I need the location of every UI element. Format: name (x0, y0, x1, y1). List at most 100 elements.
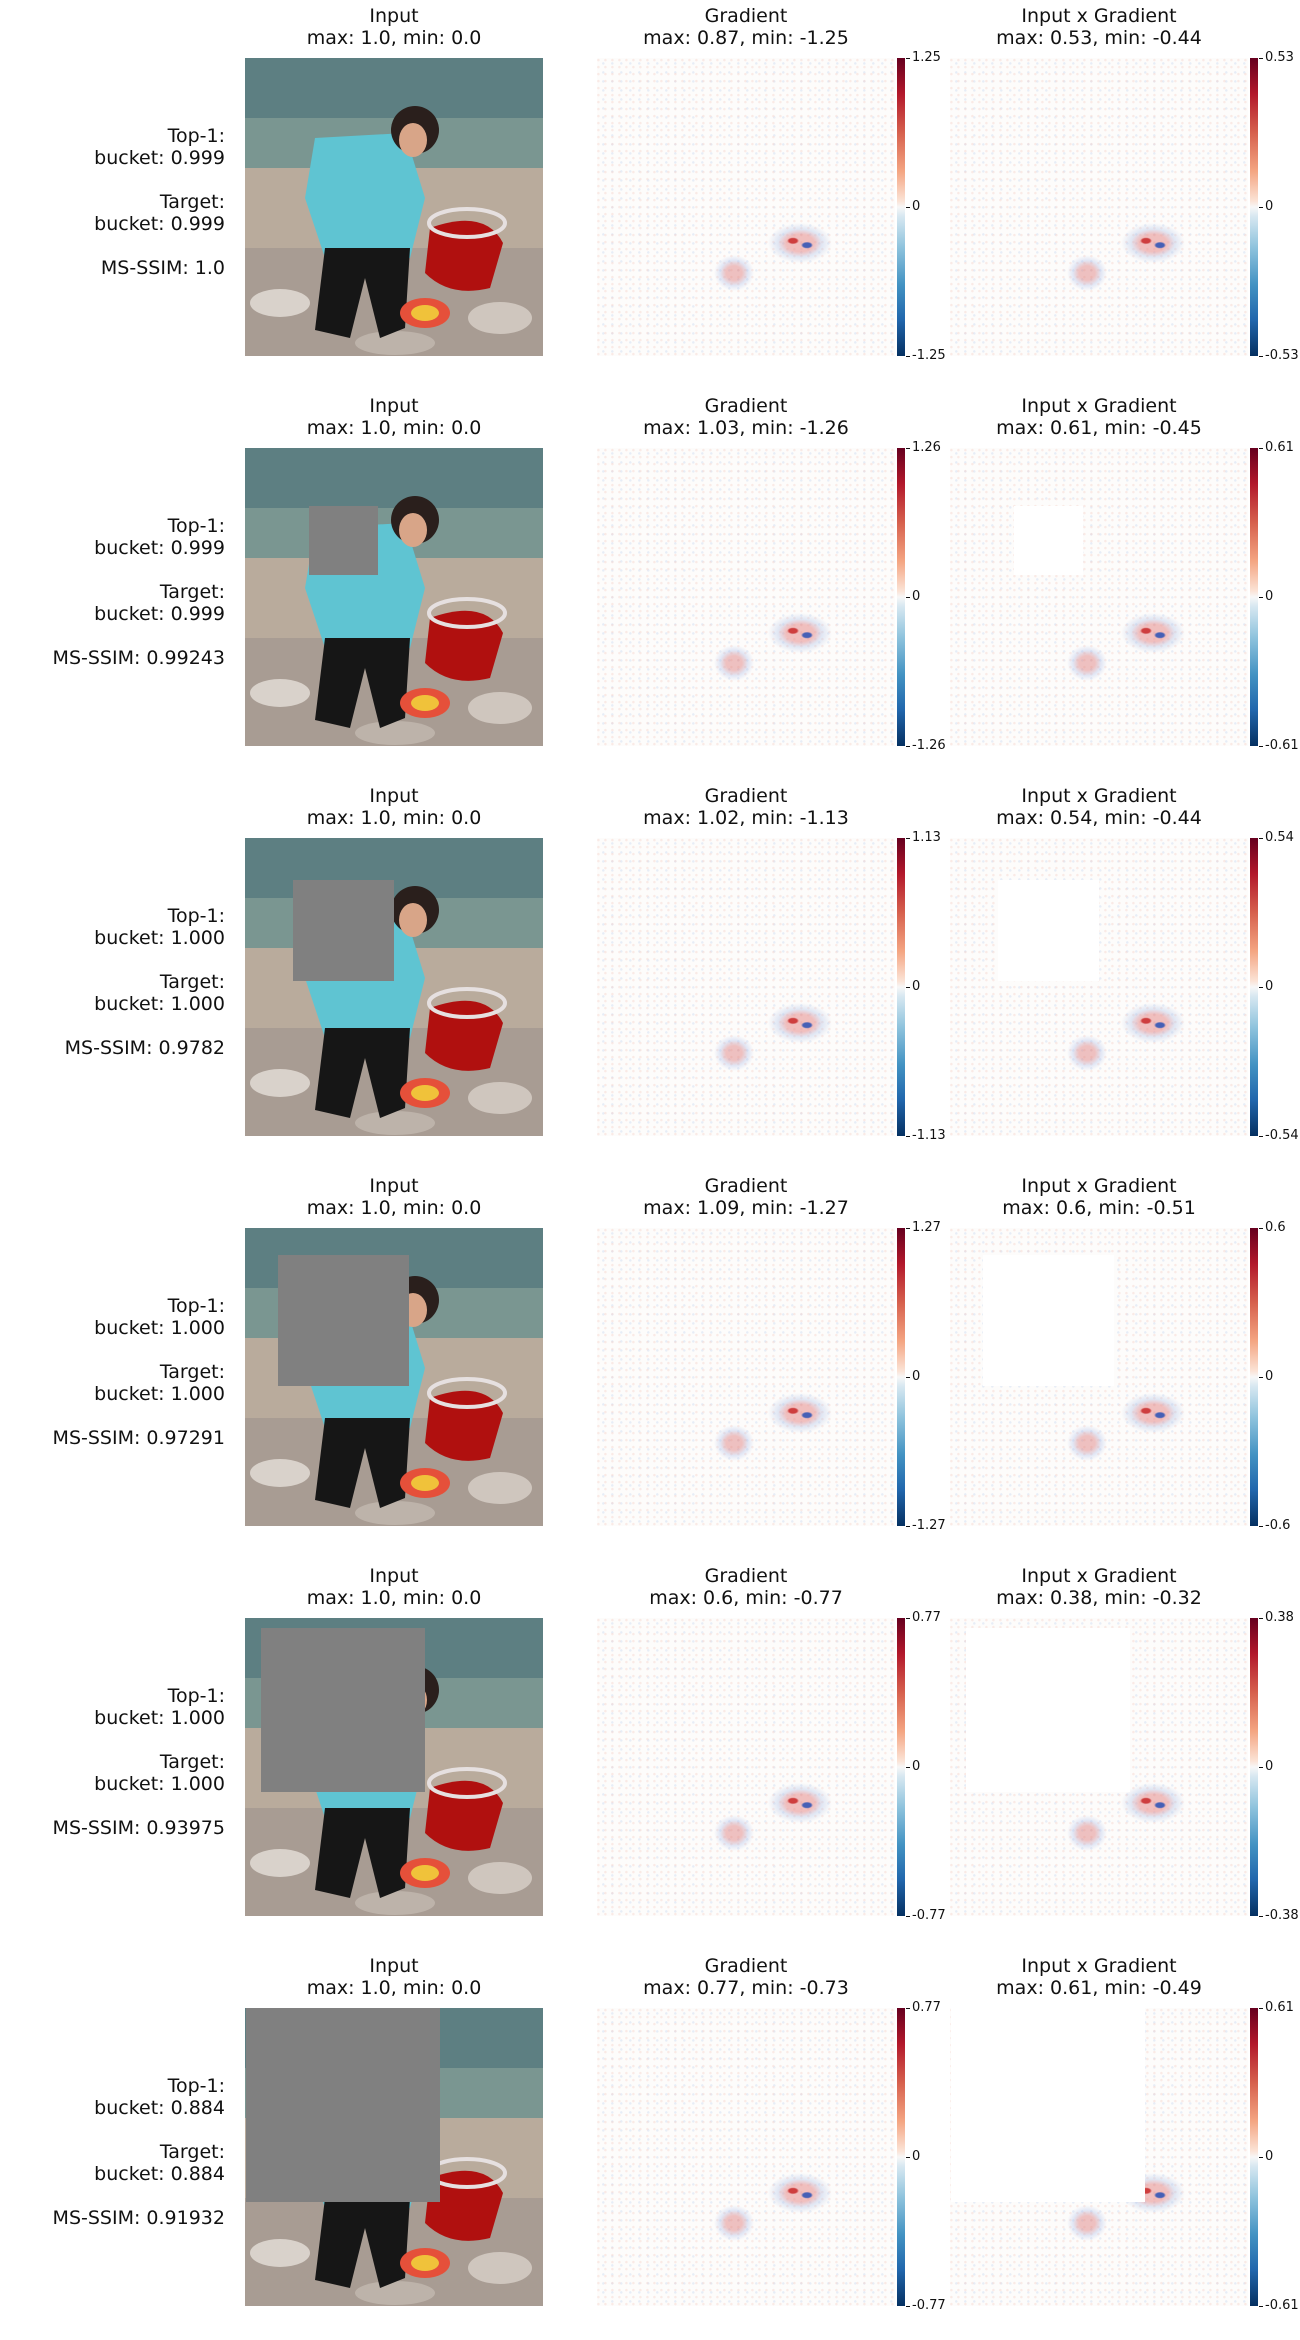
panel-title-text: Input (369, 1565, 419, 1587)
prediction-annotation: Top-1: bucket: 1.000 Target: bucket: 1.000 M… (0, 1685, 225, 1861)
colorbar-max-tick: 0.6 (1259, 1220, 1286, 1235)
colorbar-min-tick: -0.77 (906, 2298, 946, 2313)
target-block: Target: bucket: 0.999 (0, 191, 225, 235)
photo-scene (245, 448, 543, 746)
panel-title-text: Input (369, 1175, 419, 1197)
panel-title: Input x Gradient max: 0.53, min: -0.44 (949, 5, 1249, 49)
panel-title: Input x Gradient max: 0.61, min: -0.49 (949, 1955, 1249, 1999)
panel-title-text: Gradient (704, 1565, 788, 1587)
top1-label: Top-1: (167, 1295, 225, 1317)
gray-occlusion-patch (277, 1254, 409, 1386)
top1-block: Top-1: bucket: 1.000 (0, 905, 225, 949)
gray-occlusion-patch (292, 879, 394, 982)
target-value: bucket: 0.884 (94, 2163, 225, 2185)
colorbar-zero-tick: 0 (905, 979, 921, 994)
colorbar (1250, 448, 1258, 746)
top1-value: bucket: 0.999 (94, 537, 225, 559)
panel-range-text: max: 1.02, min: -1.13 (643, 807, 849, 829)
target-value: bucket: 0.999 (94, 603, 225, 625)
leg-attribution-spot (1067, 254, 1108, 291)
stone (468, 302, 532, 334)
panel-title-text: Gradient (704, 1175, 788, 1197)
bucket-attribution-hotspot (764, 2170, 835, 2215)
panel-title: Gradient max: 0.87, min: -1.25 (596, 5, 896, 49)
panel-title: Input max: 1.0, min: 0.0 (244, 1955, 544, 1999)
logo-inner (411, 305, 439, 321)
figure-row: Top-1: bucket: 0.999 Target: bucket: 0.999 M… (0, 390, 1300, 780)
colorbar (897, 448, 905, 746)
gray-occlusion-patch (246, 2008, 441, 2202)
panel-range-text: max: 1.0, min: 0.0 (306, 1977, 482, 1999)
colorbar (897, 1618, 905, 1916)
panel-title-text: Gradient (704, 1955, 788, 1977)
red-bucket (425, 1780, 503, 1851)
photo-scene (245, 58, 543, 356)
stone (355, 1501, 435, 1525)
gradient-heatmap (597, 1228, 895, 1526)
panel-range-text: max: 1.09, min: -1.27 (643, 1197, 849, 1219)
colorbar-zero-tick: 0 (905, 2149, 921, 2164)
colorbar-min-tick: -1.27 (906, 1518, 946, 1533)
colorbar (897, 58, 905, 356)
stone (468, 1082, 532, 1114)
panel-range-text: max: 1.0, min: 0.0 (306, 1587, 482, 1609)
target-value: bucket: 1.000 (94, 1383, 225, 1405)
input-image (245, 1228, 543, 1526)
gradient-heatmap (597, 2008, 895, 2306)
panel-title: Input max: 1.0, min: 0.0 (244, 5, 544, 49)
panel-range-text: max: 1.0, min: 0.0 (306, 1197, 482, 1219)
panel-range-text: max: 0.61, min: -0.45 (996, 417, 1202, 439)
prediction-annotation: Top-1: bucket: 1.000 Target: bucket: 1.000 M… (0, 905, 225, 1081)
figure-row: Top-1: bucket: 1.000 Target: bucket: 1.000 M… (0, 1170, 1300, 1560)
bucket-attribution-hotspot (1117, 1390, 1188, 1435)
colorbar-zero-tick: 0 (1258, 199, 1274, 214)
top1-value: bucket: 0.999 (94, 147, 225, 169)
target-block: Target: bucket: 0.999 (0, 581, 225, 625)
top1-value: bucket: 1.000 (94, 1317, 225, 1339)
colorbar-max-tick: 1.13 (906, 830, 941, 845)
target-block: Target: bucket: 1.000 (0, 971, 225, 1015)
bucket-attribution-hotspot (764, 1000, 835, 1045)
zeroed-occlusion-region (997, 879, 1099, 982)
colorbar (1250, 1618, 1258, 1916)
red-bucket (425, 220, 503, 291)
stone (355, 1891, 435, 1915)
target-value: bucket: 1.000 (94, 1773, 225, 1795)
figure-row: Top-1: bucket: 1.000 Target: bucket: 1.000 M… (0, 1560, 1300, 1950)
colorbar-max-tick: 0.77 (906, 2000, 941, 2015)
colorbar (897, 1228, 905, 1526)
stone (250, 1849, 310, 1877)
colorbar (897, 2008, 905, 2306)
panel-title-text: Gradient (704, 5, 788, 27)
red-bucket (425, 610, 503, 681)
figure-row: Top-1: bucket: 0.999 Target: bucket: 0.999 M… (0, 0, 1300, 390)
panel-title-text: Input (369, 785, 419, 807)
panel-range-text: max: 0.87, min: -1.25 (643, 27, 849, 49)
colorbar-max-tick: 0.77 (906, 1610, 941, 1625)
panel-title: Gradient max: 1.02, min: -1.13 (596, 785, 896, 829)
ms-ssim-value: MS-SSIM: 0.99243 (52, 647, 225, 669)
target-label: Target: (159, 1361, 225, 1383)
colorbar (1250, 838, 1258, 1136)
logo-inner (411, 1085, 439, 1101)
photo-scene (245, 838, 543, 1136)
ms-ssim-block: MS-SSIM: 0.9782 (0, 1037, 225, 1059)
panel-range-text: max: 0.6, min: -0.51 (1002, 1197, 1196, 1219)
stone (468, 1472, 532, 1504)
top1-label: Top-1: (167, 1685, 225, 1707)
stone (355, 2281, 435, 2305)
panel-title-text: Input x Gradient (1021, 1955, 1177, 1977)
colorbar-min-tick: -0.54 (1259, 1128, 1299, 1143)
colorbar-zero-tick: 0 (905, 1759, 921, 1774)
panel-title: Gradient max: 0.6, min: -0.77 (596, 1565, 896, 1609)
stone (250, 679, 310, 707)
panel-title-text: Input x Gradient (1021, 1175, 1177, 1197)
colorbar-max-tick: 0.61 (1259, 2000, 1294, 2015)
top1-block: Top-1: bucket: 0.999 (0, 125, 225, 169)
leg-attribution-spot (714, 2204, 755, 2241)
panel-title: Input max: 1.0, min: 0.0 (244, 1175, 544, 1219)
colorbar-max-tick: 0.61 (1259, 440, 1294, 455)
panel-title: Gradient max: 1.03, min: -1.26 (596, 395, 896, 439)
input-image (245, 2008, 543, 2306)
panel-title-text: Input x Gradient (1021, 5, 1177, 27)
